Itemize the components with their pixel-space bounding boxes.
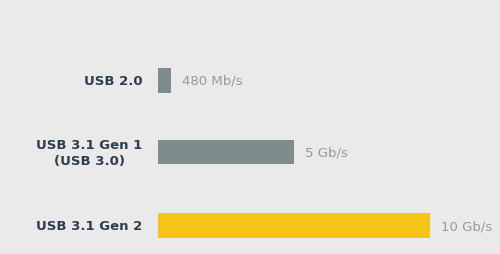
Text: 480 Mb/s: 480 Mb/s	[182, 75, 242, 88]
Text: USB 3.1 Gen 2: USB 3.1 Gen 2	[36, 219, 142, 232]
Bar	[158, 213, 430, 238]
Text: 5 Gb/s: 5 Gb/s	[305, 146, 348, 159]
Text: USB 3.1 Gen 1
(USB 3.0): USB 3.1 Gen 1 (USB 3.0)	[36, 138, 142, 167]
Text: USB 2.0: USB 2.0	[84, 75, 142, 88]
Bar	[158, 140, 294, 165]
Text: 10 Gb/s: 10 Gb/s	[441, 219, 492, 232]
Bar	[158, 69, 170, 93]
